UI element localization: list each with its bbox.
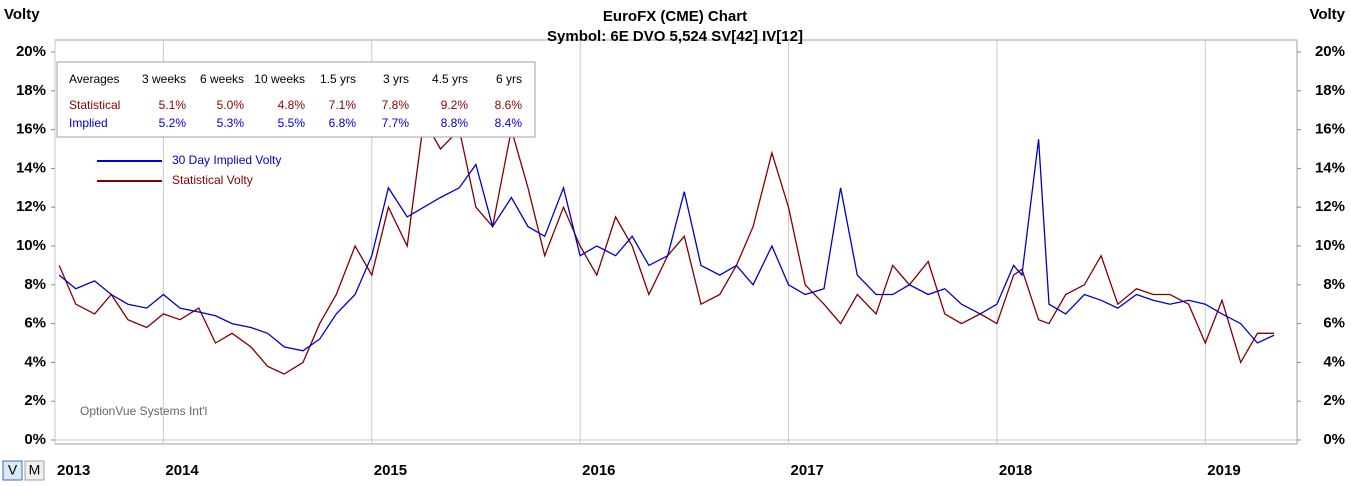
chart-title: EuroFX (CME) Chart [603,8,747,25]
legend-label: 30 Day Implied Volty [172,153,281,167]
y-tick-label: 8% [24,276,46,293]
y-tick-label: 4% [24,353,46,370]
table-header: 4.5 yrs [432,72,468,86]
y2-tick-label: 20% [1315,43,1345,60]
y-tick-label: 12% [16,198,46,215]
table-cell: 5.0% [217,98,245,112]
table-row-label: Implied [69,116,108,130]
watermark: OptionVue Systems Int'l [80,404,207,418]
table-header: 6 weeks [200,72,244,86]
legend: 30 Day Implied Volty Statistical Volty [97,153,281,187]
y2-tick-label: 18% [1315,82,1345,99]
y-tick-label: 0% [24,431,46,448]
y-tick-label: 20% [16,43,46,60]
toggle-button[interactable] [24,460,45,481]
table-header: 6 yrs [496,72,522,86]
y2-axis-label: Volty [1309,6,1345,23]
table-cell: 6.8% [329,116,357,130]
axes: 0% 2% 4% 6% 8% 10% 12% 14% 16% 18% 20% 0% 2% 4% 6% 8% 10… [16,43,1345,479]
x-tick-label: 2018 [999,462,1032,479]
series-line [58,139,1275,352]
table-cell: 5.5% [278,116,306,130]
series-line [58,117,1275,375]
x-tick-label: 2019 [1207,462,1240,479]
y2-tick-label: 10% [1315,237,1345,254]
grid [54,40,1297,444]
table-cell: 8.6% [495,98,523,112]
x-tick-label: 2014 [165,462,199,479]
y-tick-label: 14% [16,159,46,176]
toggle-button-label[interactable]: M [29,462,41,478]
table-cell: 7.1% [329,98,357,112]
table-row-label: Statistical [69,98,120,112]
table-cell: 4.8% [278,98,306,112]
y-tick-label: 2% [24,392,46,409]
y2-tick-label: 2% [1323,392,1345,409]
table-cell: 8.4% [495,116,523,130]
averages-table: Averages 3 weeks 6 weeks 10 weeks 1.5 yrs 3 y… [56,61,536,138]
table-cell: 9.2% [441,98,469,112]
y-tick-label: 6% [24,315,46,332]
x-tick-label: 2015 [374,462,407,479]
table-header: 10 weeks [254,72,305,86]
y2-tick-label: 4% [1323,353,1345,370]
x-tick-label: 2017 [791,462,824,479]
y2-tick-label: 0% [1323,431,1345,448]
table-cell: 8.8% [441,116,469,130]
table-header: Averages [69,72,119,86]
toggle-button[interactable] [2,460,23,481]
lines [58,117,1275,375]
chart-subtitle: Symbol: 6E DVO 5,524 SV[42] IV[12] [547,28,803,45]
table-cell: 7.8% [382,98,410,112]
table-header: 1.5 yrs [320,72,356,86]
y2-tick-label: 12% [1315,198,1345,215]
table-cell: 7.7% [382,116,410,130]
y-tick-label: 10% [16,237,46,254]
table-cell: 5.1% [159,98,187,112]
table-header: 3 weeks [142,72,186,86]
y2-tick-label: 8% [1323,276,1345,293]
y2-tick-label: 14% [1315,159,1345,176]
table-cell: 5.3% [217,116,245,130]
legend-label: Statistical Volty [172,173,253,187]
x-tick-label: 2016 [582,462,615,479]
table-box [56,61,536,138]
y2-tick-label: 6% [1323,315,1345,332]
table-cell: 5.2% [159,116,187,130]
y-tick-label: 18% [16,82,46,99]
y2-tick-label: 16% [1315,121,1345,138]
y-tick-label: 16% [16,121,46,138]
x-tick-label: 2013 [57,462,90,479]
table-header: 3 yrs [383,72,409,86]
y-axis-label: Volty [4,6,40,23]
toggle-button-label[interactable]: V [8,462,18,478]
